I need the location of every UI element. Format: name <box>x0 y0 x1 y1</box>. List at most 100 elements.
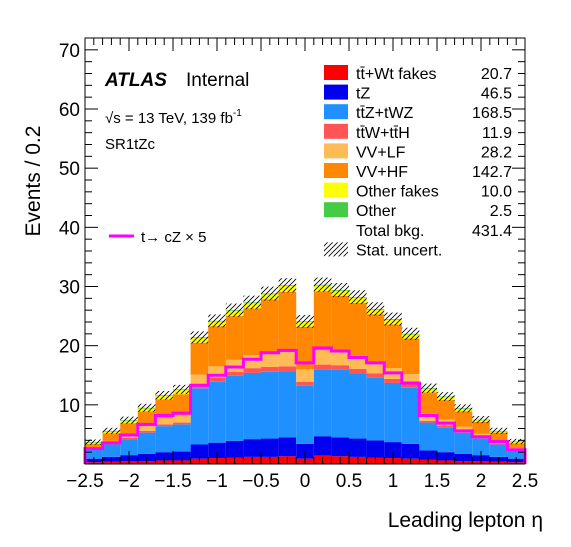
bar-5-bin-12 <box>296 326 314 370</box>
x-tick-label: −2 <box>118 471 140 492</box>
legend-swatch-0 <box>324 65 348 80</box>
legend-yield-3: 11.9 <box>482 125 512 142</box>
bar-2-bin-4 <box>155 426 173 453</box>
bar-1-bin-19 <box>419 450 437 460</box>
bar-4-bin-3 <box>137 426 156 431</box>
bar-2-bin-12 <box>296 385 314 444</box>
bar-1-bin-5 <box>173 451 191 461</box>
uncertainty-band-bin-0 <box>85 439 103 445</box>
x-tick-label: 0.5 <box>336 471 362 492</box>
x-tick-label: −0.5 <box>242 471 280 492</box>
uncertainty-band-bin-3 <box>137 403 156 412</box>
axis-ticks <box>84 37 526 465</box>
bar-2-bin-13 <box>313 369 332 437</box>
uncertainty-band-bin-5 <box>173 384 191 395</box>
bar-5-bin-9 <box>243 308 261 356</box>
bar-2-bin-14 <box>331 369 349 438</box>
x-axis-label: Leading lepton η <box>388 509 543 532</box>
x-tick-label: 1.5 <box>424 471 450 492</box>
bar-3-bin-13 <box>313 364 332 370</box>
bar-5-bin-1 <box>102 433 121 441</box>
bar-5-bin-23 <box>489 432 508 441</box>
legend-label-7: Other <box>356 203 397 220</box>
bar-3-bin-2 <box>120 437 138 440</box>
bar-5-bin-14 <box>331 295 349 352</box>
bar-4-bin-18 <box>401 374 420 385</box>
bar-2-bin-2 <box>120 439 138 456</box>
y-tick-label: 70 <box>59 41 80 62</box>
bar-5-bin-8 <box>225 316 244 360</box>
bar-3-bin-10 <box>261 366 279 372</box>
bar-4-bin-11 <box>278 352 297 367</box>
uncertainty-band-bin-2 <box>120 416 138 424</box>
uncertainty-band-bin-23 <box>489 427 508 434</box>
y-tick-label: 40 <box>59 218 80 239</box>
uncertainty-band-bin-1 <box>102 427 121 434</box>
bar-5-bin-4 <box>155 399 173 419</box>
bar-3-bin-18 <box>401 384 420 388</box>
y-tick-label: 60 <box>59 100 80 121</box>
bar-4-bin-19 <box>419 413 437 421</box>
bar-2-bin-17 <box>384 382 402 443</box>
bar-1-bin-13 <box>313 436 332 456</box>
bar-2-bin-6 <box>190 388 209 445</box>
stat-uncertainty-bands <box>85 277 525 445</box>
bar-3-bin-5 <box>173 422 191 425</box>
legend-swatch-7 <box>324 202 348 218</box>
bar-2-bin-19 <box>419 422 437 451</box>
bar-1-bin-20 <box>437 452 455 461</box>
bar-4-bin-9 <box>243 355 261 369</box>
bar-2-bin-18 <box>401 387 420 444</box>
bar-5-bin-17 <box>384 324 402 369</box>
bar-5-bin-10 <box>261 299 279 354</box>
bar-2-bin-16 <box>366 377 385 441</box>
bar-3-bin-14 <box>331 365 349 370</box>
legend-yield-4: 28.2 <box>481 144 512 161</box>
bar-1-bin-6 <box>190 444 209 459</box>
bar-3-bin-15 <box>349 368 367 374</box>
legend-swatch-1 <box>324 84 348 100</box>
legend-label-0: tt̄+Wt fakes <box>356 66 436 83</box>
bar-4-bin-6 <box>190 374 209 385</box>
bar-3-bin-7 <box>208 377 226 382</box>
bar-5-bin-5 <box>173 394 191 416</box>
y-tick-label: 50 <box>59 159 80 180</box>
uncertainty-band-bin-20 <box>437 392 455 401</box>
x-tick-label: 0 <box>300 471 311 492</box>
uncertainty-band-bin-16 <box>366 302 385 316</box>
legend-total-label: Total bkg. <box>356 223 424 240</box>
bar-1-bin-14 <box>331 437 349 457</box>
uncertainty-band-bin-17 <box>384 312 402 326</box>
bar-3-bin-19 <box>419 420 437 423</box>
bar-2-bin-7 <box>208 381 226 443</box>
legend-yield-5: 142.7 <box>472 164 512 181</box>
legend-label-1: tZ <box>356 86 370 103</box>
bar-3-bin-12 <box>296 381 314 386</box>
bar-3-bin-3 <box>137 430 156 433</box>
bar-5-bin-11 <box>278 291 297 353</box>
bar-2-bin-9 <box>243 372 261 440</box>
uncertainty-band-bin-4 <box>155 390 173 400</box>
legend-yield-2: 168.5 <box>472 105 512 122</box>
legend-label-4: VV+LF <box>356 144 406 161</box>
uncertainty-band-bin-19 <box>419 383 437 393</box>
x-tick-label: −1.5 <box>154 471 192 492</box>
bar-4-bin-10 <box>261 353 279 367</box>
bar-4-bin-16 <box>366 361 385 374</box>
uncertainty-band-bin-11 <box>278 278 297 293</box>
bar-5-bin-6 <box>190 342 209 375</box>
legend-label-6: Other fakes <box>356 184 439 201</box>
uncertainty-band-bin-21 <box>454 404 473 413</box>
bar-5-bin-21 <box>454 411 473 427</box>
bar-2-bin-1 <box>102 444 121 457</box>
bar-3-bin-9 <box>243 368 261 373</box>
bar-1-bin-11 <box>278 437 297 457</box>
bar-2-bin-11 <box>278 371 297 438</box>
x-tick-label: 2.5 <box>512 471 538 492</box>
legend-yield-0: 20.7 <box>481 66 512 83</box>
bar-3-bin-23 <box>489 443 508 445</box>
bar-3-bin-17 <box>384 378 402 383</box>
y-tick-label: 10 <box>59 396 80 417</box>
bar-5-bin-18 <box>401 338 420 375</box>
